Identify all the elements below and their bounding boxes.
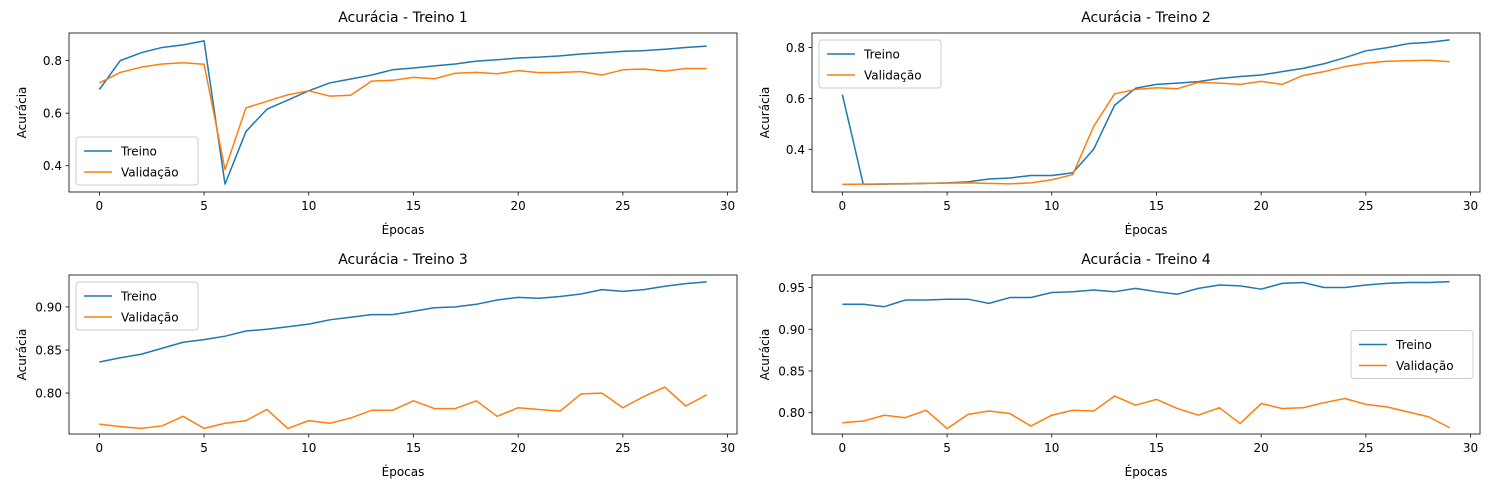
x-tick-label: 5 <box>200 441 208 455</box>
chart-2: 0 5 10 15 20 25 30 0.4 0.6 0.8 Acurácia - Treino 2… <box>758 10 1481 237</box>
plot-frame <box>811 32 1481 193</box>
x-tick-label: 30 <box>720 199 735 213</box>
y-tick-label: 0.95 <box>778 281 805 295</box>
y-tick-label: 0.6 <box>786 92 805 106</box>
y-axis-label: Acurácia <box>15 87 29 139</box>
y-tick-label: 0.80 <box>35 387 62 401</box>
x-tick-label: 20 <box>1254 199 1269 213</box>
x-tick-label: 15 <box>406 441 421 455</box>
chart-1: 0 5 10 15 20 25 30 0.4 0.6 0.8 Acurácia - Treino 1… <box>15 10 738 237</box>
series-line-validacao <box>842 59 1450 186</box>
legend-box <box>818 39 942 89</box>
x-tick-label: 25 <box>1358 441 1373 455</box>
y-tick-label: 0.8 <box>786 41 805 55</box>
x-tick-label: 15 <box>1149 441 1164 455</box>
x-tick-label: 30 <box>1463 199 1478 213</box>
y-axis-label: Acurácia <box>15 329 29 381</box>
legend-box <box>1350 330 1474 379</box>
chart-title: Acurácia - Treino 1 <box>338 10 468 26</box>
legend-label: Treino <box>120 290 157 304</box>
x-tick-label: 30 <box>1463 441 1478 455</box>
x-tick-label: 20 <box>511 199 526 213</box>
x-tick-label: 10 <box>301 199 316 213</box>
series-line-validacao <box>99 386 707 430</box>
chart-title: Acurácia - Treino 3 <box>338 252 468 268</box>
x-tick-label: 30 <box>720 441 735 455</box>
legend-label: Validação <box>1396 359 1454 373</box>
series-line-validacao <box>99 61 707 171</box>
legend-label: Validação <box>864 69 922 83</box>
legend: Treino Validação <box>75 136 199 186</box>
y-axis-label: Acurácia <box>758 87 772 139</box>
plot-frame <box>68 32 738 193</box>
y-tick-label: 0.8 <box>43 54 62 68</box>
chart-4: 0 5 10 15 20 25 30 0.80 0.85 0.90 0.95 Acurácia - T… <box>758 252 1481 479</box>
x-axis-label: Épocas <box>1125 464 1168 479</box>
y-tick-label: 0.6 <box>43 107 62 121</box>
x-tick-label: 25 <box>615 199 630 213</box>
x-tick-label: 5 <box>943 441 951 455</box>
legend-box <box>75 136 199 186</box>
legend-label: Treino <box>120 145 157 159</box>
x-tick-label: 25 <box>615 441 630 455</box>
x-tick-label: 20 <box>511 441 526 455</box>
x-tick-label: 0 <box>96 199 104 213</box>
x-axis-label: Épocas <box>1125 222 1168 237</box>
x-tick-label: 0 <box>96 441 104 455</box>
chart-title: Acurácia - Treino 2 <box>1081 10 1211 26</box>
x-tick-label: 5 <box>943 199 951 213</box>
x-tick-label: 5 <box>200 199 208 213</box>
x-tick-label: 0 <box>839 441 847 455</box>
y-tick-label: 0.4 <box>43 159 62 173</box>
y-tick-label: 0.85 <box>778 364 805 378</box>
plot-frame <box>811 274 1481 435</box>
y-tick-label: 0.4 <box>786 143 805 157</box>
x-tick-label: 10 <box>1044 441 1059 455</box>
legend-label: Validação <box>121 311 179 325</box>
y-tick-label: 0.90 <box>35 300 62 314</box>
plot-frame <box>68 274 738 435</box>
y-tick-label: 0.80 <box>778 406 805 420</box>
chart-title: Acurácia - Treino 4 <box>1081 252 1211 268</box>
legend-label: Treino <box>1395 338 1432 352</box>
legend-label: Treino <box>863 48 900 62</box>
x-axis-label: Épocas <box>382 222 425 237</box>
series-line-validacao <box>842 395 1450 430</box>
legend-box <box>75 281 199 331</box>
y-axis-label: Acurácia <box>758 329 772 381</box>
x-tick-label: 20 <box>1254 441 1269 455</box>
x-tick-label: 25 <box>1358 199 1373 213</box>
x-tick-label: 10 <box>301 441 316 455</box>
x-tick-label: 15 <box>1149 199 1164 213</box>
x-tick-label: 15 <box>406 199 421 213</box>
legend: Treino Validação <box>1350 330 1474 379</box>
legend: Treino Validação <box>75 281 199 331</box>
x-tick-label: 0 <box>839 199 847 213</box>
series-line-treino <box>98 40 707 185</box>
x-axis-label: Épocas <box>382 464 425 479</box>
legend: Treino Validação <box>818 39 942 89</box>
y-tick-label: 0.90 <box>778 323 805 337</box>
series-line-treino <box>99 281 707 363</box>
x-tick-label: 10 <box>1044 199 1059 213</box>
legend-label: Validação <box>121 166 179 180</box>
chart-3: 0 5 10 15 20 25 30 0.80 0.85 0.90 Acurácia - Trein… <box>15 252 738 479</box>
series-line-treino <box>842 280 1450 308</box>
y-tick-label: 0.85 <box>35 343 62 357</box>
